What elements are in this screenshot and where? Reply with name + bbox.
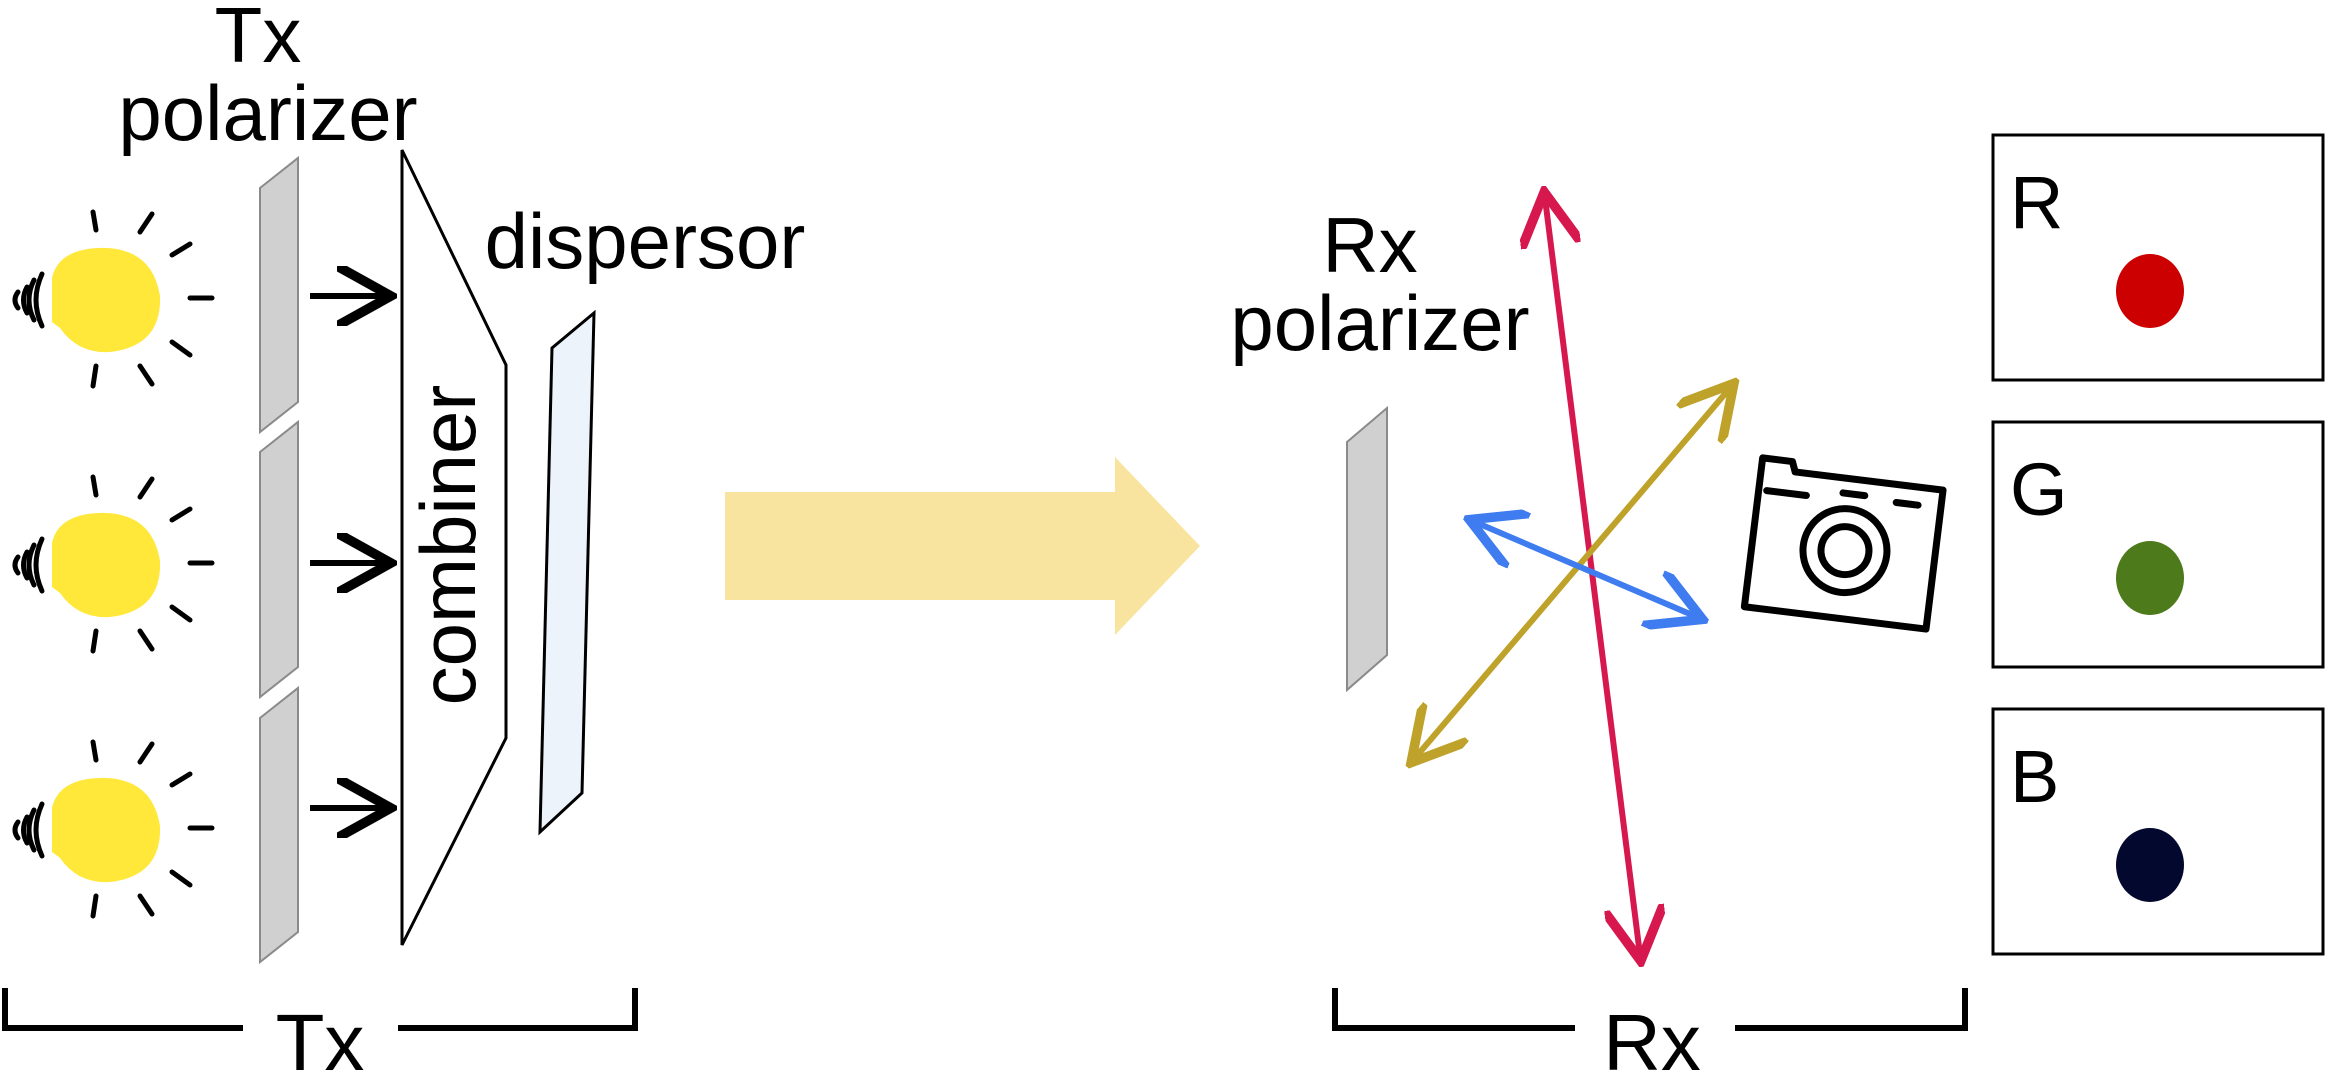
rx-bracket-left: [1332, 988, 1575, 1031]
tx-polarizer-plate: [259, 419, 299, 700]
channel-panel-g: G: [1991, 420, 2325, 669]
channel-label: R: [2010, 161, 2063, 244]
tx-polarizer-label-line1: Tx: [215, 0, 302, 79]
channel-dot: [2116, 828, 2184, 902]
transmission-arrow: [725, 457, 1200, 635]
combiner-label: combiner: [404, 385, 492, 706]
tx-bracket-right: [398, 988, 638, 1031]
rx-polarizer-label-line1: Rx: [1322, 201, 1417, 289]
tx-polarizer-plate: [259, 155, 299, 435]
channel-dot: [2116, 254, 2184, 328]
dispersor-plate: [538, 309, 596, 836]
polarization-arrow-red: [1545, 198, 1640, 955]
channel-panel-r: R: [1991, 133, 2325, 382]
camera-icon: [1740, 454, 1947, 633]
rx-bracket-right: [1735, 988, 1968, 1031]
channel-dot: [2116, 541, 2184, 615]
rx-section-label: Rx: [1603, 998, 1701, 1070]
polarization-arrow-yellow: [1415, 388, 1730, 758]
rx-polarizer-plate: [1346, 405, 1388, 693]
combiner-shape: [400, 149, 508, 946]
tx-polarizer-plate: [259, 685, 299, 965]
tx-polarizer-label-line2: polarizer: [118, 69, 417, 157]
channel-label: G: [2010, 448, 2068, 531]
polarization-arrow-blue: [1475, 522, 1697, 617]
channel-panels: R G B: [1991, 133, 2325, 956]
light-bulb-icon: [15, 742, 212, 916]
tx-section-label: Tx: [276, 998, 365, 1070]
channel-label: B: [2010, 735, 2059, 818]
light-bulb-icon: [15, 477, 212, 651]
channel-panel-b: B: [1991, 707, 2325, 956]
polarization-arrows: [1415, 198, 1730, 955]
dispersor-label: dispersor: [485, 197, 806, 285]
rx-polarizer-label-line2: polarizer: [1230, 279, 1529, 367]
light-bulb-icon: [15, 212, 212, 386]
tx-bracket-left: [2, 988, 243, 1031]
